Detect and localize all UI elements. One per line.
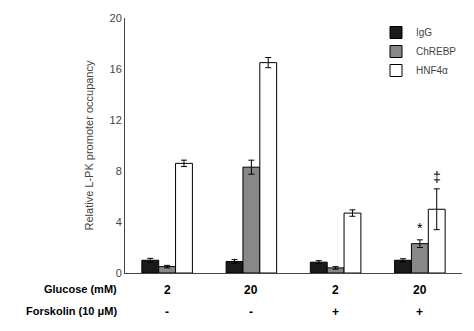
svg-text:‡: ‡ [433, 169, 441, 185]
svg-text:-: - [165, 305, 169, 319]
svg-text:12: 12 [110, 114, 122, 126]
svg-text:2: 2 [164, 283, 171, 297]
svg-text:+: + [416, 305, 423, 319]
svg-text:*: * [417, 220, 423, 236]
svg-text:2: 2 [332, 283, 339, 297]
svg-text:Glucose (mM): Glucose (mM) [44, 283, 117, 295]
svg-text:0: 0 [116, 267, 122, 279]
svg-text:HNF4α: HNF4α [416, 65, 448, 76]
svg-text:16: 16 [110, 63, 122, 75]
svg-text:Forskolin (10 μM): Forskolin (10 μM) [26, 305, 117, 317]
svg-text:-: - [249, 305, 253, 319]
svg-text:20: 20 [110, 12, 122, 24]
svg-text:8: 8 [116, 165, 122, 177]
svg-text:+: + [332, 305, 339, 319]
svg-text:4: 4 [116, 216, 122, 228]
svg-text:IgG: IgG [416, 27, 432, 38]
svg-text:20: 20 [244, 283, 258, 297]
svg-text:ChREBP: ChREBP [416, 46, 456, 57]
svg-text:20: 20 [413, 283, 427, 297]
svg-text:Relative L-PK promoter occupan: Relative L-PK promoter occupancy [83, 60, 95, 230]
